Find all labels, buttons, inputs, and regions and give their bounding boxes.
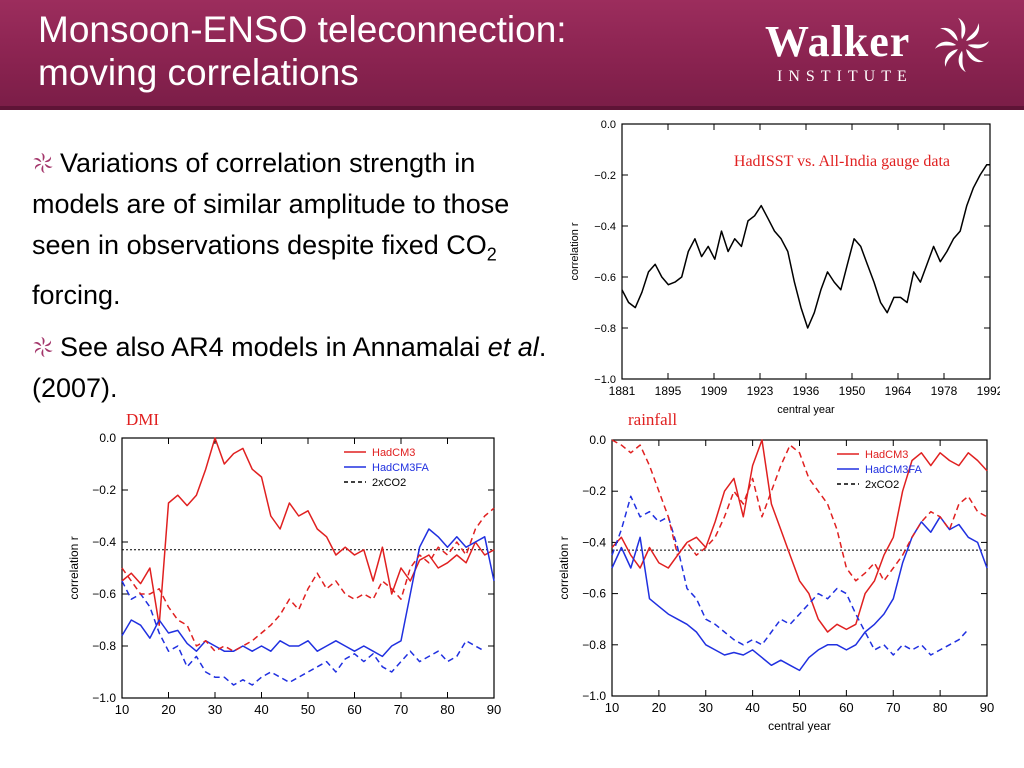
walker-institute-logo: Walker INSTITUTE (765, 16, 995, 96)
legend-entry: 2xCO2 (372, 477, 406, 489)
rainfall-correlation-chart: 0.0 −0.2 −0.4 −0.6 −0.8 −1.010 20 30 40 50 60 70 80 9… (557, 433, 994, 733)
bullet-2-text: See also AR4 models in Annamalai (60, 332, 488, 362)
x-tick-label: 90 (980, 700, 994, 715)
dmi-correlation-chart: 0.0 −0.2 −0.4 −0.6 −0.8 −1.010 20 30 40 50 60 70 80 9… (67, 431, 501, 717)
title-line-2: moving correlations (38, 52, 359, 93)
x-tick-label: 20 (161, 702, 175, 717)
y-tick-label: −0.6 (582, 587, 606, 601)
x-tick-label: 50 (792, 700, 806, 715)
pinwheel-logo-icon (934, 17, 990, 73)
y-tick-label: 0.0 (601, 119, 616, 131)
y-axis-label: correlation r (569, 222, 581, 280)
y-tick-label: −0.8 (582, 638, 606, 652)
slide-header: Monsoon-ENSO teleconnection: moving corr… (0, 0, 1024, 110)
pinwheel-bullet-icon (33, 336, 53, 358)
x-tick-label: 1895 (655, 384, 682, 398)
x-tick-label: 10 (115, 702, 129, 717)
series-line (121, 528, 495, 658)
y-tick-label: −0.4 (582, 535, 606, 549)
logo-subtitle: INSTITUTE (777, 68, 913, 85)
y-tick-label: −0.6 (594, 272, 616, 284)
series-line (121, 507, 495, 652)
x-tick-label: 80 (933, 700, 947, 715)
series-line (121, 437, 495, 626)
bullet-2-end: . (2007). (32, 332, 547, 403)
series-line (121, 580, 486, 686)
x-tick-label: 30 (208, 702, 222, 717)
x-tick-label: 1881 (609, 384, 636, 398)
series-line (611, 495, 969, 656)
y-tick-label: −0.2 (594, 170, 616, 182)
x-tick-label: 70 (886, 700, 900, 715)
legend-entry: HadCM3FA (372, 462, 430, 474)
y-tick-label: −0.4 (92, 535, 116, 549)
legend-entry: HadCM3FA (865, 464, 923, 476)
x-tick-label: 40 (745, 700, 759, 715)
bullet-1-text: Variations of correlation strength in mo… (32, 148, 510, 260)
legend-entry: HadCM3 (865, 449, 908, 461)
bullet-1: Variations of correlation strength in mo… (32, 143, 562, 316)
series-line (621, 164, 990, 329)
y-tick-label: −0.2 (92, 483, 116, 497)
x-tick-label: 1936 (793, 384, 820, 398)
x-tick-label: 70 (394, 702, 408, 717)
series-line (611, 439, 988, 633)
x-tick-label: 1950 (839, 384, 866, 398)
x-tick-label: 60 (347, 702, 361, 717)
dmi-label: DMI (126, 410, 160, 429)
y-tick-label: 0.0 (589, 433, 606, 447)
bullet-1-end: forcing. (32, 280, 121, 311)
x-tick-label: 1978 (931, 384, 958, 398)
series-line (611, 439, 988, 582)
bullet-1-subscript: 2 (486, 244, 497, 265)
rainfall-label: rainfall (628, 410, 678, 429)
series-line (611, 516, 988, 672)
x-axis-label: central year (777, 404, 835, 416)
y-tick-label: −0.6 (92, 587, 116, 601)
y-tick-label: −0.8 (92, 639, 116, 653)
pinwheel-bullet-icon (33, 152, 53, 174)
x-tick-label: 50 (301, 702, 315, 717)
bullet-2-italic: et al (487, 332, 539, 362)
y-axis-label: correlation r (67, 536, 81, 599)
x-tick-label: 30 (699, 700, 713, 715)
slide-title: Monsoon-ENSO teleconnection: moving corr… (38, 8, 738, 94)
legend-entry: 2xCO2 (865, 479, 899, 491)
x-tick-label: 10 (605, 700, 619, 715)
x-tick-label: 1992 (977, 384, 1000, 398)
x-tick-label: 40 (254, 702, 268, 717)
x-tick-label: 60 (839, 700, 853, 715)
y-tick-label: −0.2 (582, 484, 606, 498)
x-tick-label: 20 (652, 700, 666, 715)
bullet-2: See also AR4 models in Annamalai et al. … (32, 327, 562, 409)
legend-entry: HadCM3 (372, 447, 415, 459)
y-tick-label: −0.8 (594, 323, 616, 335)
title-line-1: Monsoon-ENSO teleconnection: (38, 9, 567, 50)
y-tick-label: −1.0 (582, 689, 606, 703)
logo-name: Walker (765, 17, 911, 66)
x-tick-label: 90 (487, 702, 501, 717)
x-tick-label: 1909 (701, 384, 728, 398)
y-tick-label: −1.0 (92, 691, 116, 705)
chart-annotation: HadISST vs. All-India gauge data (734, 153, 950, 170)
y-axis-label: correlation r (557, 536, 571, 599)
y-tick-label: −1.0 (594, 374, 616, 386)
x-tick-label: 80 (440, 702, 454, 717)
x-axis-label: central year (768, 719, 831, 733)
x-tick-label: 1923 (747, 384, 774, 398)
y-tick-label: −0.4 (594, 221, 616, 233)
y-tick-label: 0.0 (99, 431, 116, 445)
x-tick-label: 1964 (885, 384, 912, 398)
